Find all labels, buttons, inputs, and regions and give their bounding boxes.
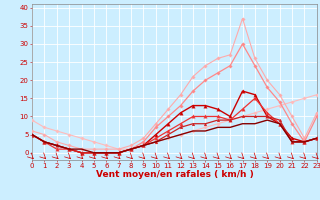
X-axis label: Vent moyen/en rafales ( km/h ): Vent moyen/en rafales ( km/h ) [96,170,253,179]
